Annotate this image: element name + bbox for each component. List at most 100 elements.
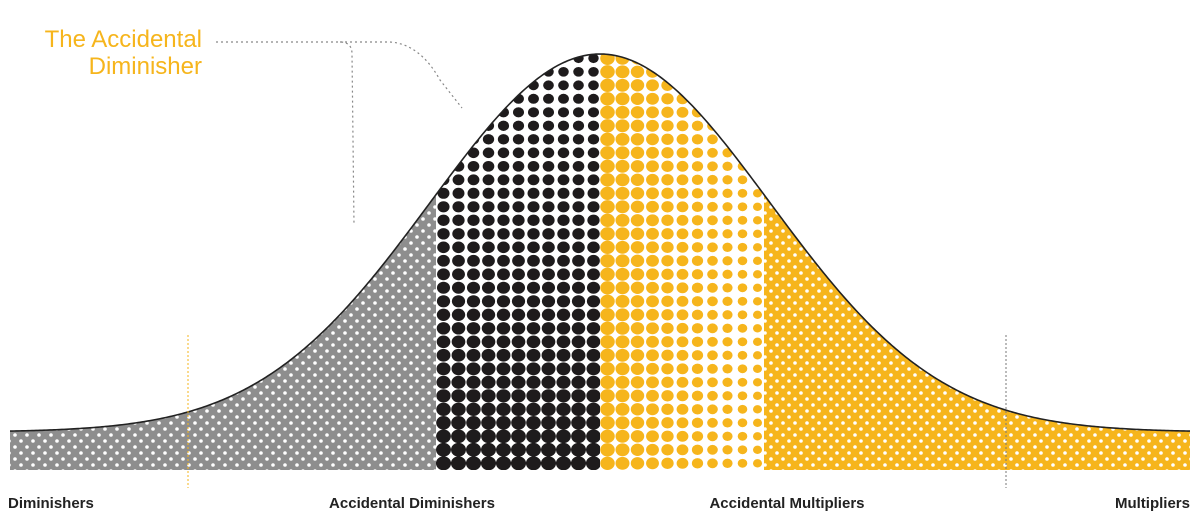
- yellow-dot: [707, 147, 718, 158]
- yellow-dot: [646, 268, 659, 281]
- dark-dot: [452, 174, 465, 186]
- dark-dot: [527, 147, 540, 159]
- yellow-dot: [646, 295, 659, 308]
- yellow-dot: [646, 349, 659, 362]
- yellow-dot: [707, 296, 718, 307]
- dark-dot: [481, 281, 496, 294]
- yellow-dot: [752, 283, 763, 292]
- dark-dot: [571, 362, 586, 376]
- dark-dot: [556, 429, 571, 444]
- dark-dot: [587, 201, 600, 213]
- dark-dot: [588, 54, 599, 64]
- yellow-dot: [661, 444, 674, 456]
- yellow-dot: [722, 350, 733, 360]
- yellow-dot: [737, 80, 748, 90]
- dark-dot: [498, 54, 509, 64]
- dark-dot: [482, 201, 495, 213]
- dark-dot: [556, 308, 571, 321]
- dark-dot: [467, 201, 480, 213]
- yellow-dot: [631, 39, 644, 51]
- dark-dot: [511, 442, 526, 457]
- yellow-dot: [752, 445, 763, 454]
- yellow-dot: [676, 309, 689, 321]
- dark-dot: [512, 174, 525, 186]
- yellow-dot: [646, 430, 659, 443]
- yellow-dot: [646, 133, 659, 146]
- yellow-dot: [615, 416, 630, 430]
- yellow-dot: [691, 134, 704, 145]
- dark-dot: [466, 322, 481, 335]
- dark-dot: [586, 295, 601, 308]
- yellow-dot: [661, 93, 674, 105]
- yellow-dot: [630, 119, 645, 132]
- dark-dot: [451, 348, 466, 362]
- dark-dot: [497, 147, 510, 159]
- yellow-dot: [646, 79, 659, 92]
- yellow-dot: [661, 282, 674, 294]
- yellow-dot: [722, 121, 733, 131]
- dark-dot: [466, 281, 481, 294]
- dark-dot: [467, 174, 480, 186]
- yellow-dot: [646, 416, 659, 429]
- dark-dot: [482, 214, 495, 226]
- yellow-dot: [661, 322, 674, 334]
- yellow-dot: [722, 67, 733, 77]
- yellow-dot: [676, 349, 689, 361]
- yellow-dot: [722, 445, 733, 455]
- dark-dot: [496, 442, 511, 457]
- dark-dot: [541, 402, 556, 416]
- yellow-dot: [752, 351, 763, 360]
- callout-title-line1: The Accidental: [45, 26, 202, 53]
- dark-dot: [466, 335, 481, 349]
- dark-dot: [451, 429, 466, 444]
- yellow-dot: [615, 281, 630, 295]
- dark-dot: [528, 54, 539, 64]
- dark-dot: [541, 281, 556, 294]
- dark-dot: [467, 187, 480, 199]
- yellow-dot: [676, 201, 689, 213]
- yellow-dot: [661, 160, 674, 172]
- dark-dot: [558, 93, 569, 104]
- dark-dot: [527, 268, 540, 281]
- yellow-dot: [691, 93, 704, 104]
- label-multipliers: Multipliers: [1115, 495, 1190, 512]
- dark-dot: [511, 416, 526, 430]
- dark-dot: [572, 228, 585, 240]
- dark-dot: [437, 147, 450, 159]
- yellow-dot: [737, 418, 748, 428]
- dark-dot: [586, 335, 601, 349]
- dark-dot: [437, 228, 450, 240]
- yellow-dot: [661, 228, 674, 240]
- dark-dot: [467, 241, 480, 254]
- yellow-dot: [646, 241, 659, 254]
- dark-dot: [437, 120, 450, 131]
- dark-dot: [467, 160, 480, 172]
- dark-dot: [573, 80, 584, 91]
- yellow-dot: [722, 40, 732, 49]
- dark-dot: [511, 295, 526, 308]
- dark-dot: [452, 134, 465, 145]
- yellow-dot: [615, 308, 630, 322]
- yellow-dot: [722, 229, 733, 239]
- yellow-dot: [615, 429, 630, 443]
- yellow-dot: [752, 270, 763, 279]
- dark-dot: [541, 322, 556, 335]
- dark-dot: [481, 416, 496, 430]
- dark-dot: [556, 416, 571, 430]
- dark-dot: [483, 54, 494, 64]
- yellow-dot: [646, 227, 659, 240]
- yellow-dot: [752, 229, 763, 238]
- yellow-dot: [676, 79, 689, 91]
- dark-dot: [512, 201, 525, 213]
- yellow-dot: [722, 296, 733, 306]
- dark-dot: [483, 40, 493, 50]
- dark-dot: [436, 362, 451, 376]
- dark-dot: [452, 268, 465, 281]
- dark-dot: [436, 442, 451, 457]
- yellow-dot: [630, 281, 645, 294]
- yellow-dot: [615, 65, 630, 79]
- yellow-dot: [630, 322, 645, 335]
- dark-dot: [511, 402, 526, 416]
- dark-dot: [557, 228, 570, 240]
